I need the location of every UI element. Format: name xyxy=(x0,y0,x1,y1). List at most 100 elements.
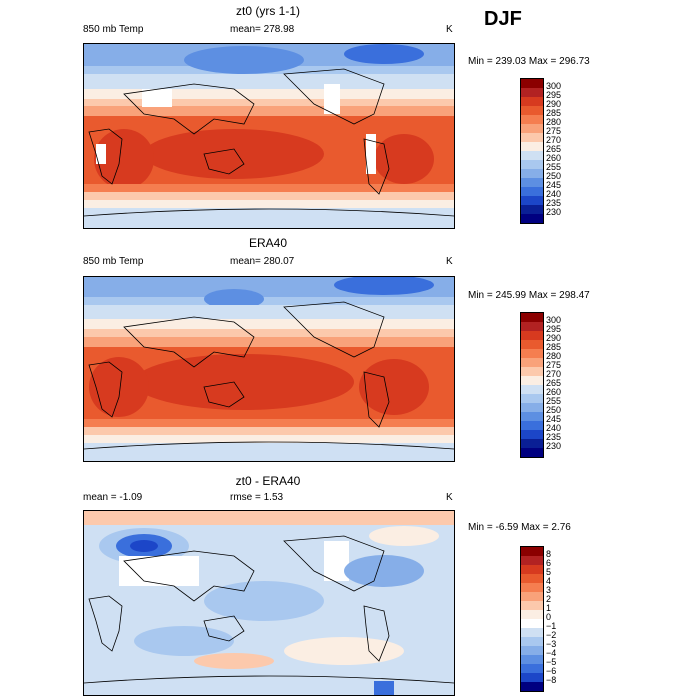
panel1-variable-label: 850 mb Temp xyxy=(83,24,144,35)
colorbar-segment xyxy=(521,394,543,403)
colorbar-segment xyxy=(521,655,543,664)
colorbar-tick-label: 250 xyxy=(546,405,562,415)
colorbar-segment xyxy=(521,331,543,340)
colorbar-tick-label: 275 xyxy=(546,126,562,136)
colorbar-tick-label: 5 xyxy=(546,567,552,577)
colorbar-tick-label: 0 xyxy=(546,612,552,622)
colorbar-tick-label: 260 xyxy=(546,153,562,163)
colorbar-segment xyxy=(521,169,543,178)
colorbar-tick-label: 3 xyxy=(546,585,552,595)
panel1-colorbar xyxy=(520,78,544,224)
colorbar-tick-label: 240 xyxy=(546,423,562,433)
colorbar-tick-label: 6 xyxy=(546,558,552,568)
colorbar-tick-label: 8 xyxy=(546,549,552,559)
colorbar-segment xyxy=(521,448,543,457)
panel1-mean-label: mean= 278.98 xyxy=(230,24,295,35)
colorbar-segment xyxy=(521,322,543,331)
panel2-minmax: Min = 245.99 Max = 298.47 xyxy=(468,290,590,301)
colorbar-segment xyxy=(521,151,543,160)
colorbar-segment xyxy=(521,142,543,151)
colorbar-segment xyxy=(521,367,543,376)
colorbar-tick-label: 235 xyxy=(546,432,562,442)
colorbar-segment xyxy=(521,385,543,394)
colorbar-segment xyxy=(521,637,543,646)
colorbar-segment xyxy=(521,565,543,574)
colorbar-segment xyxy=(521,547,543,556)
panel2-temperature-field xyxy=(84,277,454,461)
panel3-map xyxy=(83,510,455,696)
colorbar-segment xyxy=(521,376,543,385)
panel2-mean-label: mean= 280.07 xyxy=(230,256,295,267)
colorbar-tick-label: 255 xyxy=(546,396,562,406)
colorbar-tick-label: 270 xyxy=(546,135,562,145)
colorbar-segment xyxy=(521,646,543,655)
colorbar-tick-label: 245 xyxy=(546,180,562,190)
colorbar-segment xyxy=(521,88,543,97)
colorbar-tick-label: 290 xyxy=(546,333,562,343)
colorbar-segment xyxy=(521,178,543,187)
colorbar-tick-label: −1 xyxy=(546,621,557,631)
colorbar-segment xyxy=(521,106,543,115)
colorbar-tick-label: 270 xyxy=(546,369,562,379)
panel3-rmse-label: rmse = 1.53 xyxy=(230,492,284,503)
panel2-unit-label: K xyxy=(446,256,453,267)
colorbar-tick-label: 260 xyxy=(546,387,562,397)
colorbar-segment xyxy=(521,439,543,448)
colorbar-tick-label: 265 xyxy=(546,378,562,388)
colorbar-tick-label: 265 xyxy=(546,144,562,154)
colorbar-segment xyxy=(521,196,543,205)
colorbar-segment xyxy=(521,412,543,421)
colorbar-segment xyxy=(521,601,543,610)
colorbar-tick-label: 300 xyxy=(546,81,562,91)
colorbar-segment xyxy=(521,79,543,88)
panel3-mean-label: mean = -1.09 xyxy=(83,492,143,503)
colorbar-segment xyxy=(521,430,543,439)
colorbar-tick-label: −6 xyxy=(546,666,557,676)
colorbar-tick-label: −8 xyxy=(546,675,557,685)
panel1-minmax: Min = 239.03 Max = 296.73 xyxy=(468,56,590,67)
colorbar-tick-label: 245 xyxy=(546,414,562,424)
panel3-difference-field xyxy=(84,511,454,695)
colorbar-tick-label: 2 xyxy=(546,594,552,604)
colorbar-segment xyxy=(521,610,543,619)
colorbar-segment xyxy=(521,160,543,169)
colorbar-tick-label: 235 xyxy=(546,198,562,208)
panel1-temperature-field xyxy=(84,44,454,228)
colorbar-segment xyxy=(521,403,543,412)
panel3-minmax: Min = -6.59 Max = 2.76 xyxy=(468,522,571,533)
colorbar-tick-label: 275 xyxy=(546,360,562,370)
panel1-map xyxy=(83,43,455,229)
season-label: DJF xyxy=(484,8,522,30)
colorbar-segment xyxy=(521,205,543,214)
panel1-unit-label: K xyxy=(446,24,453,35)
colorbar-segment xyxy=(521,592,543,601)
colorbar-tick-label: −3 xyxy=(546,639,557,649)
colorbar-segment xyxy=(521,574,543,583)
colorbar-segment xyxy=(521,421,543,430)
panel3-title: zt0 - ERA40 xyxy=(235,474,301,488)
colorbar-segment xyxy=(521,133,543,142)
colorbar-segment xyxy=(521,619,543,628)
colorbar-tick-label: 4 xyxy=(546,576,552,586)
panel3-colorbar xyxy=(520,546,544,692)
colorbar-segment xyxy=(521,682,543,691)
colorbar-segment xyxy=(521,115,543,124)
colorbar-segment xyxy=(521,313,543,322)
colorbar-tick-label: 295 xyxy=(546,90,562,100)
panel2-title: ERA40 xyxy=(248,236,288,250)
colorbar-tick-label: −2 xyxy=(546,630,557,640)
panel2-colorbar xyxy=(520,312,544,458)
colorbar-segment xyxy=(521,97,543,106)
panel1-title: zt0 (yrs 1-1) xyxy=(235,4,300,18)
colorbar-segment xyxy=(521,214,543,223)
colorbar-tick-label: 290 xyxy=(546,99,562,109)
colorbar-tick-label: −4 xyxy=(546,648,557,658)
colorbar-segment xyxy=(521,628,543,637)
colorbar-tick-label: 285 xyxy=(546,108,562,118)
colorbar-tick-label: 300 xyxy=(546,315,562,325)
colorbar-segment xyxy=(521,124,543,133)
colorbar-tick-label: 240 xyxy=(546,189,562,199)
colorbar-tick-label: 295 xyxy=(546,324,562,334)
colorbar-segment xyxy=(521,187,543,196)
colorbar-segment xyxy=(521,664,543,673)
